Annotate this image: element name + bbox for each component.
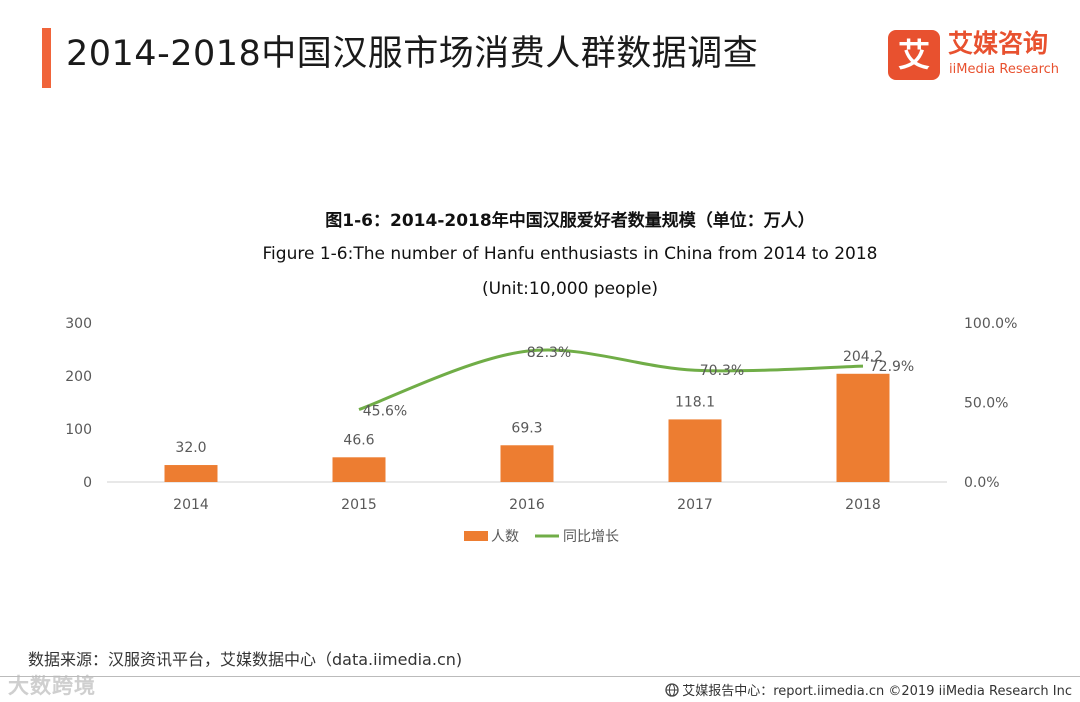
bar-data-label: 69.3: [511, 420, 542, 436]
bar: [836, 373, 890, 482]
line-data-label: 82.3%: [527, 345, 571, 361]
line-data-label: 72.9%: [870, 359, 914, 375]
footer-divider: [0, 676, 1080, 677]
footer-report-text: 艾媒报告中心：report.iimedia.cn ©2019 iiMedia R…: [682, 684, 1072, 699]
y-left-tick-label: 100: [65, 422, 92, 438]
bar: [164, 465, 218, 482]
chart-title-en: Figure 1-6:The number of Hanfu enthusias…: [262, 244, 878, 264]
line-data-label: 45.6%: [363, 403, 407, 419]
x-tick-label: 2017: [677, 497, 713, 513]
data-source: 数据来源：汉服资讯平台，艾媒数据中心（data.iimedia.cn): [28, 650, 463, 669]
watermark: 大数跨境: [8, 674, 96, 698]
bar: [500, 445, 554, 482]
bar-data-label: 204.2: [843, 349, 883, 365]
x-tick-label: 2014: [173, 497, 209, 513]
bar: [332, 457, 386, 482]
globe-icon: [665, 683, 679, 699]
x-tick-label: 2016: [509, 497, 545, 513]
x-tick-label: 2015: [341, 497, 377, 513]
logo-text-en: iiMedia Research: [949, 62, 1060, 77]
page-title: 2014-2018中国汉服市场消费人群数据调查: [66, 34, 759, 74]
bar-data-label: 118.1: [675, 394, 715, 410]
y-left-tick-label: 200: [65, 369, 92, 385]
logo-mark-icon: 艾: [888, 30, 940, 80]
logo-text-cn: 艾媒咨询: [948, 29, 1049, 58]
bar: [668, 419, 722, 482]
footer-report: 艾媒报告中心：report.iimedia.cn ©2019 iiMedia R…: [665, 680, 1072, 699]
y-right-tick-label: 100.0%: [964, 316, 1017, 332]
line-data-label: 70.3%: [700, 363, 744, 379]
y-left-tick-label: 300: [65, 316, 92, 332]
growth-line: [358, 348, 864, 411]
legend-line-label: 同比增长: [563, 529, 619, 545]
legend-bar-swatch: [464, 531, 488, 541]
y-left-tick-label: 0: [83, 475, 92, 491]
chart-title-cn: 图1-6：2014-2018年中国汉服爱好者数量规模（单位：万人）: [325, 211, 815, 231]
bar-data-label: 32.0: [175, 440, 206, 456]
chart-unit: (Unit:10,000 people): [481, 279, 659, 299]
bar-data-label: 46.6: [343, 432, 374, 448]
title-accent-bar: [42, 28, 51, 88]
iimedia-logo: 艾 艾媒咨询 iiMedia Research: [888, 29, 1068, 82]
y-right-tick-label: 50.0%: [964, 396, 1008, 412]
legend-bar-label: 人数: [491, 529, 519, 545]
x-tick-label: 2018: [845, 497, 881, 513]
y-right-tick-label: 0.0%: [964, 475, 1000, 491]
